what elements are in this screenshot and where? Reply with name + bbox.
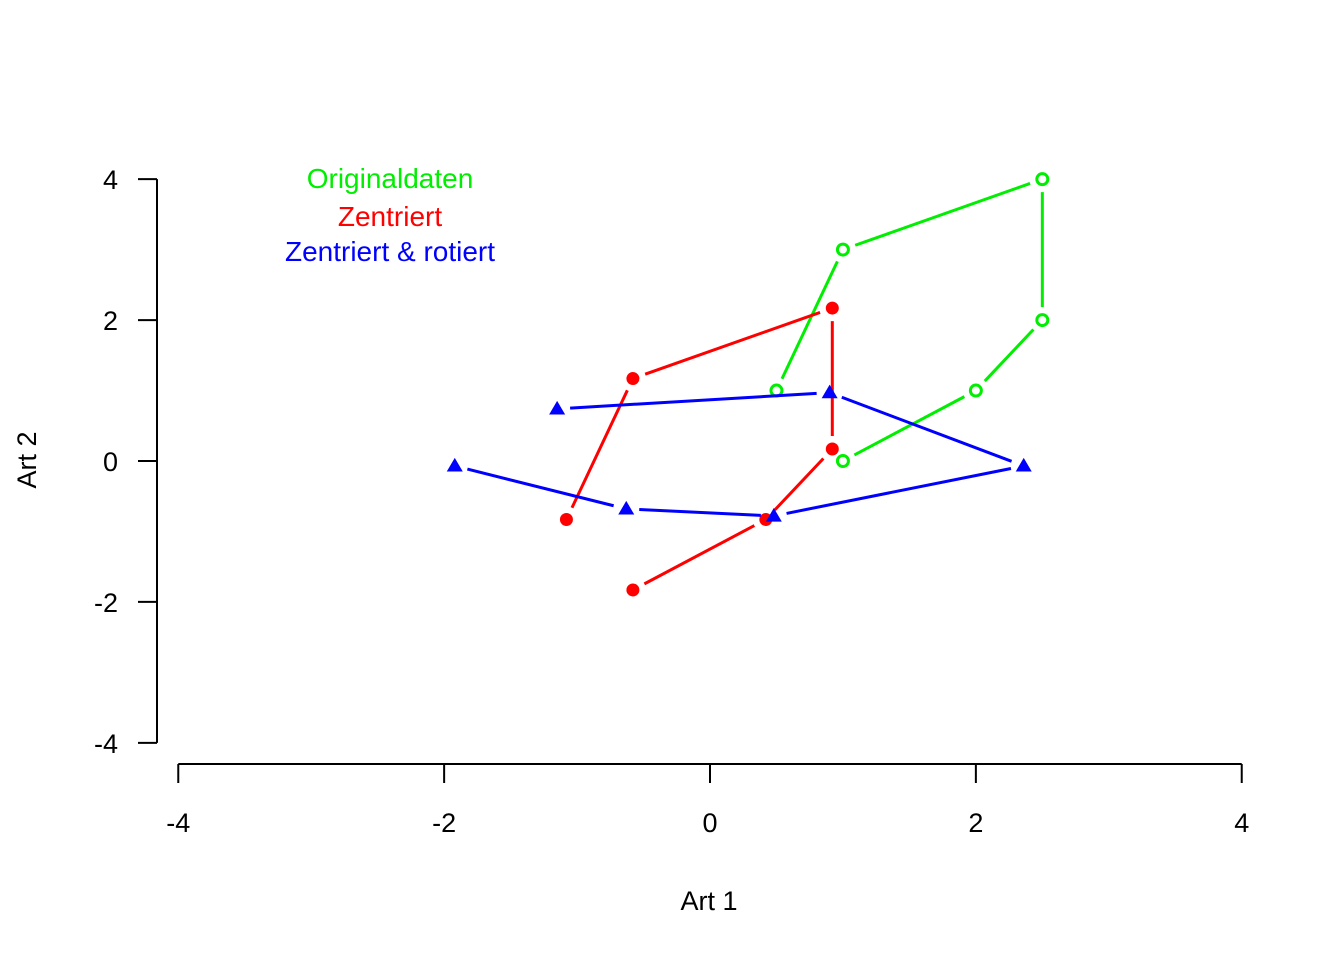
data-point	[559, 512, 573, 526]
data-point	[835, 242, 850, 257]
y-tick-label: 2	[103, 306, 118, 336]
series-2	[446, 384, 1032, 522]
y-axis-title: Art 2	[12, 431, 42, 488]
data-point	[626, 583, 640, 597]
x-tick-label: 4	[1234, 808, 1249, 838]
legend-label-zentriert-rotiert: Zentriert & rotiert	[285, 236, 495, 267]
legend: Originaldaten Zentriert Zentriert & roti…	[285, 163, 495, 267]
y-tick-label: 4	[103, 165, 118, 195]
series-line-segment	[467, 467, 615, 508]
series-0	[769, 172, 1050, 468]
legend-label-originaldaten: Originaldaten	[307, 163, 474, 194]
series-line-segment	[854, 182, 1031, 247]
legend-label-zentriert: Zentriert	[338, 201, 442, 232]
series-line-segment	[644, 311, 821, 376]
x-tick-label: 0	[702, 808, 717, 838]
series-line-segment	[643, 524, 756, 586]
x-tick-label: -2	[432, 808, 456, 838]
y-ticks: -4 -2 0 2 4	[94, 165, 157, 759]
series-line-segment	[853, 395, 966, 457]
series-line-segment	[773, 457, 825, 512]
series-line-segment	[639, 508, 761, 517]
series-line-segment	[841, 395, 1013, 463]
data-point	[825, 301, 839, 315]
data-point	[446, 457, 463, 472]
y-tick-label: -2	[94, 588, 118, 618]
x-tick-label: -4	[166, 808, 190, 838]
data-point	[765, 507, 782, 522]
data-point	[835, 454, 850, 468]
data-point	[618, 500, 635, 515]
x-axis-title: Art 1	[680, 886, 737, 916]
data-point	[968, 383, 983, 398]
data-point	[549, 400, 566, 415]
data-point	[1035, 172, 1050, 187]
series-line-segment	[570, 389, 629, 509]
x-tick-label: 2	[968, 808, 983, 838]
series-line-segment	[570, 391, 817, 410]
y-tick-label: -4	[94, 729, 118, 759]
series-line-segment	[780, 260, 839, 380]
data-series	[446, 172, 1050, 597]
series-1	[559, 301, 839, 597]
y-tick-label: 0	[103, 447, 118, 477]
series-line-segment	[786, 467, 1012, 515]
data-point	[821, 384, 838, 399]
data-point	[1015, 457, 1032, 472]
data-point	[1035, 313, 1050, 328]
data-point	[626, 372, 640, 386]
series-line-segment	[983, 328, 1035, 383]
data-point	[825, 442, 839, 456]
x-ticks: -4 -2 0 2 4	[166, 764, 1249, 838]
